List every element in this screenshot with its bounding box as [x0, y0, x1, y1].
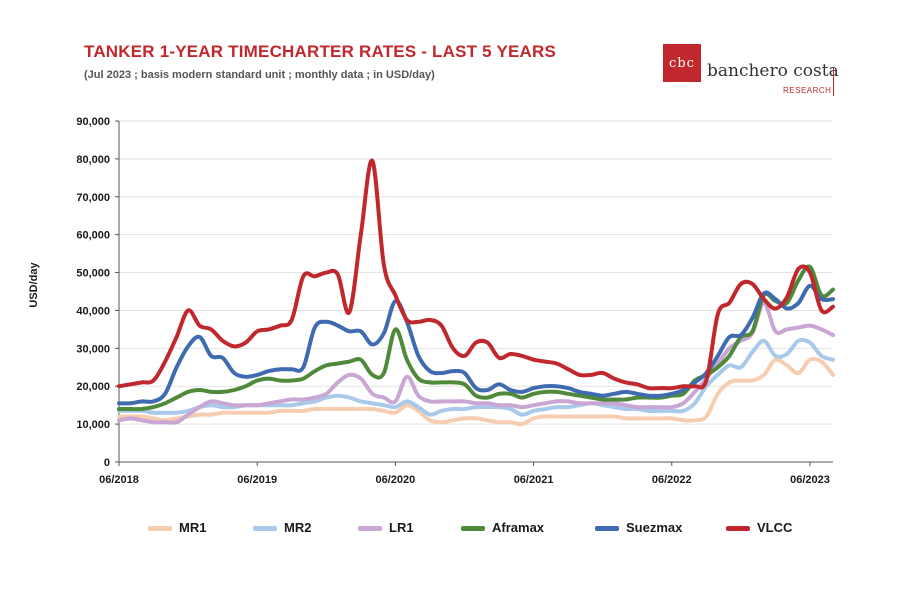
series-line-suezmax	[117, 283, 835, 406]
chart-title: TANKER 1-YEAR TIMECHARTER RATES - LAST 5…	[84, 42, 557, 61]
legend-label: MR1	[179, 520, 207, 535]
legend-swatch	[595, 526, 619, 531]
chart-subtitle: (Jul 2023 ; basis modern standard unit ;…	[84, 69, 435, 81]
legend-swatch	[148, 526, 172, 531]
y-tick-label: 70,000	[76, 192, 110, 204]
y-axis-label: USD/day	[28, 262, 40, 308]
legend-label: Aframax	[492, 520, 545, 535]
logo-divider	[833, 68, 834, 96]
chart-series	[117, 158, 835, 427]
logo-name: banchero costa	[707, 61, 839, 81]
legend-swatch	[358, 526, 382, 531]
x-tick-label: 06/2019	[237, 474, 277, 486]
legend-swatch	[461, 526, 485, 531]
chart-tick-labels: 0 10,000 20,000 30,000 40,000 50,000 60,000 70,…	[76, 116, 830, 486]
legend-label: VLCC	[757, 520, 793, 535]
company-logo: cbc banchero costa RESEARCH	[663, 44, 843, 96]
series-line-aframax	[117, 264, 835, 412]
y-tick-label: 10,000	[76, 419, 110, 431]
logo-mark-text: cbc	[669, 56, 695, 71]
x-tick-label: 06/2020	[376, 474, 416, 486]
logo-subtitle: RESEARCH	[783, 86, 832, 95]
y-tick-label: 40,000	[76, 305, 110, 317]
chart-legend: MR1 MR2 LR1 Aframax Suezmax VLCC	[148, 520, 848, 540]
legend-swatch	[253, 526, 277, 531]
y-tick-label: 50,000	[76, 268, 110, 280]
y-tick-label: 90,000	[76, 116, 110, 128]
x-tick-label: 06/2021	[514, 474, 554, 486]
chart-gridlines	[119, 120, 833, 425]
y-tick-label: 80,000	[76, 154, 110, 166]
y-tick-label: 60,000	[76, 230, 110, 242]
y-tick-label: 20,000	[76, 381, 110, 393]
legend-swatch	[726, 526, 750, 531]
y-tick-label: 0	[104, 457, 110, 469]
series-line-vlcc	[117, 158, 835, 391]
legend-label: Suezmax	[626, 520, 683, 535]
legend-label: MR2	[284, 520, 312, 535]
series-line-mr1	[117, 356, 835, 427]
x-tick-label: 06/2022	[652, 474, 692, 486]
logo-mark-icon: cbc	[663, 44, 701, 82]
legend-label: LR1	[389, 520, 414, 535]
x-tick-label: 06/2018	[99, 474, 139, 486]
x-tick-label: 06/2023	[790, 474, 830, 486]
y-tick-label: 30,000	[76, 343, 110, 355]
